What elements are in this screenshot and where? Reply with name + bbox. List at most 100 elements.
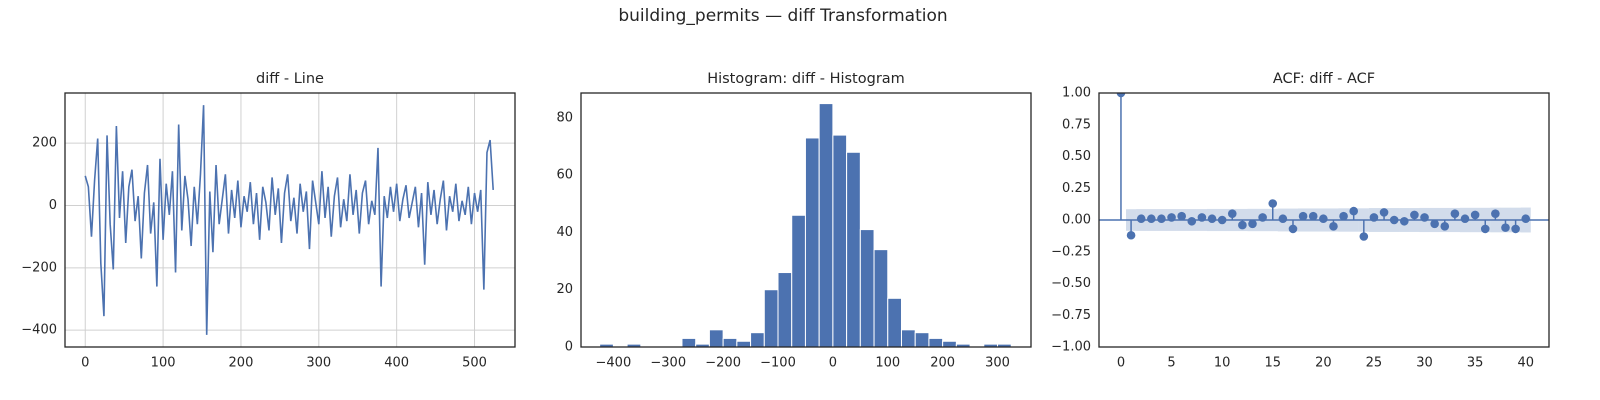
hist-bar [900,329,916,347]
x-tick-label: −200 [705,356,741,371]
acf-marker [1308,211,1318,221]
acf-marker [1197,213,1207,222]
acf-marker [1238,220,1247,230]
acf-marker [1420,213,1429,222]
hist-bar [832,134,848,347]
acf-marker [1177,211,1186,221]
y-tick-label: 0.25 [1062,181,1091,196]
x-tick-label: 0 [1117,356,1125,371]
acf-marker [1389,215,1399,225]
y-tick-label: 200 [32,136,57,151]
hist-bar [914,332,930,347]
y-tick-label: 0 [565,340,573,355]
x-tick-label: 5 [1167,356,1175,371]
y-tick-label: 20 [556,282,573,297]
x-tick-label: 100 [151,356,176,371]
acf-marker [1339,211,1348,221]
acf-marker [1126,230,1136,240]
acf-marker [1167,213,1176,222]
y-tick-label: 0.75 [1062,117,1091,132]
x-tick-label: 500 [462,356,487,371]
acf-marker [1399,216,1409,226]
y-tick-label: 0.00 [1062,213,1091,228]
hist-bar [681,337,697,347]
x-tick-label: 200 [930,356,955,371]
hist-bar [722,337,738,347]
x-tick-label: −300 [650,356,686,371]
hist-bar [777,272,793,347]
acf-marker [1359,232,1369,241]
hist-bar [763,289,779,347]
x-tick-label: 10 [1214,356,1231,371]
hist-bar [818,103,834,347]
axes-frame [580,92,1032,348]
acf-marker [1157,214,1166,224]
hist-bar [873,249,889,347]
acf-marker [1207,214,1217,224]
axes-frame [1098,92,1550,348]
acf-marker [1278,214,1288,224]
x-tick-label: 300 [985,356,1010,371]
x-tick-label: 0 [829,356,837,371]
acf-marker [1511,224,1520,234]
acf-marker [1470,210,1480,220]
x-tick-label: 200 [229,356,254,371]
plot-area [84,105,494,335]
y-tick-label: −1.00 [1051,340,1091,355]
x-tick-label: 100 [875,356,900,371]
acf-marker [1217,215,1227,225]
x-tick-label: 15 [1264,356,1281,371]
x-tick-label: 30 [1416,356,1433,371]
y-tick-label: 40 [556,225,573,240]
hist-bar [846,151,861,347]
x-tick-label: 400 [384,356,409,371]
plot-area [599,103,1012,347]
y-tick-label: −0.25 [1051,244,1091,259]
y-tick-label: −200 [21,260,57,275]
acf-marker [1268,199,1278,208]
acf-marker [1258,213,1267,222]
y-tick-label: 0.50 [1062,149,1091,164]
hist-bar [887,297,902,347]
axes-frame [64,92,516,348]
hist-bar [708,329,724,347]
acf-marker [1116,93,1126,98]
acf-marker [1187,216,1197,226]
x-tick-label: 35 [1467,356,1484,371]
hist-bar [791,214,806,347]
acf-marker [1147,214,1156,224]
acf-marker [1410,210,1419,220]
hist-bar [942,340,957,347]
x-tick-label: 20 [1315,356,1332,371]
acf-marker [1501,223,1510,232]
data-line [84,105,494,335]
acf-marker [1491,209,1500,218]
acf-marker [1227,209,1237,218]
y-tick-label: −400 [21,323,57,338]
y-tick-label: −0.50 [1051,276,1091,291]
hist-bar [928,337,944,347]
y-tick-label: 80 [556,110,573,125]
hist-bar [859,229,875,347]
acf-marker [1379,208,1389,217]
panel-title: ACF: diff - ACF [1273,71,1375,87]
acf-marker [1248,219,1257,229]
hist-bar [804,137,820,347]
acf-marker [1521,214,1531,224]
x-tick-label: 40 [1517,356,1534,371]
acf-marker [1430,219,1439,229]
x-tick-label: 300 [306,356,331,371]
y-tick-label: 1.00 [1062,86,1091,101]
y-tick-label: −0.75 [1051,308,1091,323]
acf-marker [1460,214,1470,224]
panel-title: Histogram: diff - Histogram [707,71,905,87]
panel-title: diff - Line [256,71,324,87]
y-tick-label: 0 [49,198,57,213]
acf-marker [1329,222,1338,231]
acf-marker [1349,206,1358,216]
acf-marker [1136,214,1146,224]
plot-area [1099,93,1549,241]
acf-marker [1480,224,1490,234]
